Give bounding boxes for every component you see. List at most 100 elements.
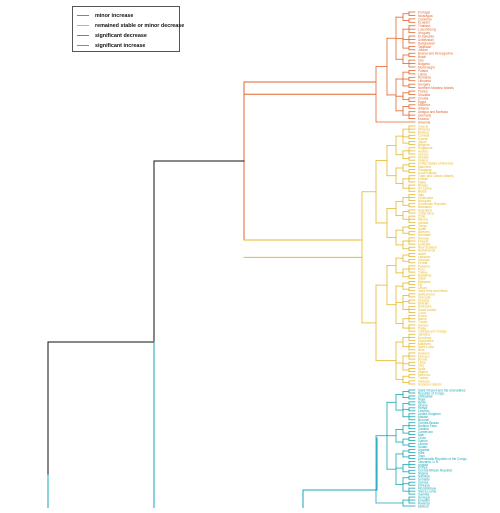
leaf-label: Lebanon [418,255,431,259]
leaf-label: Benin [418,400,426,404]
leaf-label: United Kingdom [418,412,441,416]
leaf-label: Egypt [418,100,426,104]
leaf-label: Vanuatu [418,379,430,383]
leaf-label: Venezuela [418,196,433,200]
leaf-label: Brunei [418,358,428,362]
leaf-label: Ukraine [418,155,429,159]
leaf-label: Latvia [418,72,427,76]
leaf-label: Lesotho [418,409,430,413]
leaf-label: Kenya [418,406,427,410]
leaf-label: Ghana [418,403,428,407]
legend-item-stable: remained stable or minor decrease [77,21,184,30]
leaf-label: Burundi [418,418,429,422]
leaf-label: Sri Lanka [418,187,432,191]
leaf-label: Nigeria [418,472,428,476]
leaf-label: Nauru [418,317,427,321]
leaf-label: Malaysia [418,280,431,284]
leaf-label: Saint Lucia [418,345,434,349]
leaf-label: Monaco [418,354,430,358]
leaf-label: Guinea [418,481,429,485]
leaf-label: Montenegro [418,65,435,69]
leaf-label: Tuvalu [418,320,428,324]
leaf-label: Uruguay [418,31,430,35]
leaf-label: Bhutan [418,183,428,187]
leaf-label: Israel [418,252,426,256]
leaf-label: Turks and Caicos Islands [418,174,454,178]
leaf-label: Bahrain [418,302,429,306]
legend-item-significant-decrease: significant decrease [77,31,147,40]
leaf-label: Chile [418,215,425,219]
leaf-label: Bangladesh [418,41,435,45]
leaf-label: Malta [418,180,426,184]
leaf-label: Palau [418,326,426,330]
leaf-label: Niue [418,348,425,352]
legend-label: significant increase [95,42,146,49]
leaf-label: Ethiopia [418,484,430,488]
leaf-label: Cook Islands [418,171,437,175]
leaf-label: Korea [418,314,427,318]
leaf-label: Lithuania [418,79,431,83]
leaf-label: Luxembourg [418,28,436,32]
leaf-label: Solomon Islands [418,382,442,386]
leaf-label: Panama [418,264,430,268]
leaf-label: Malawi [418,415,428,419]
leaf-label: Grenada [418,295,431,299]
leaf-label: Georgia [418,258,430,262]
legend-box: minor increase remained stable or minor … [72,6,184,52]
legend-label: remained stable or minor decrease [95,22,185,29]
leaf-label: Dominica [418,336,432,340]
leaf-label: Tunisia [418,376,428,380]
leaf-label: Somalia [418,478,430,482]
leaf-label: Switzerland [418,292,435,296]
leaf-label: Bulgaria [418,62,430,66]
leaf-label: Republic of Congo [418,391,444,395]
leaf-label: Namibia [418,475,430,479]
leaf-label: Uganda [418,448,429,452]
leaf-label: Estonia [418,117,429,121]
leaf-label: Central African Republic [418,469,453,473]
leaf-label: Cameroon [418,430,433,434]
leaf-label: Netherlands [418,249,436,253]
leaf-label: Norway [418,236,429,240]
leaf-label: Slovakia [418,93,430,97]
leaf-label: Gabon [418,439,428,443]
leaf-label: Djibouti [418,504,429,508]
leaf-label: Ecuador [418,21,431,25]
leaf-label: Angola [418,463,428,467]
leaf-label: United States of America [418,162,453,166]
leaf-label: Kuwait [418,137,428,141]
leaf-label: Democratic Republic of the Congo [418,457,467,461]
leaf-label: Zambia [418,427,429,431]
leaf-label: Mongolia [418,199,431,203]
leaf-label: Gambia [418,493,429,497]
leaf-label: Iraq [418,364,424,368]
leaf-label: Austria [418,149,428,153]
legend-label: significant decrease [95,32,147,39]
leaf-label: Romania [418,76,431,80]
leaf-label: Senegal [418,495,430,499]
leaf-label: Tanzania, U.R. [418,460,439,464]
leaf-label: Bosnia and Herzegovina [418,52,453,56]
leaf-label: Mozambique [418,487,436,491]
leaf-label: Belize [418,190,427,194]
leaf-label: Mali [418,433,424,437]
leaf-label: Uzbekistan [418,38,434,42]
leaf-label: Andorra [418,351,430,355]
leaf-label: Argentina [418,208,432,212]
legend-swatch-significant-decrease [77,35,89,36]
leaf-label: Eritrea [418,466,428,470]
leaf-label: Samoa [418,323,428,327]
leaf-label: Liberia [418,442,428,446]
leaf-label: Northern Mariana Islands [418,86,454,90]
leaf-label: Finland [418,239,429,243]
leaf-label: Oman [418,286,427,290]
leaf-label: Japan [418,140,427,144]
leaf-label: Ireland [418,159,428,163]
leaf-label: Spain [418,227,426,231]
leaf-label: Slovenia [418,120,430,124]
leaf-label: Denmark [418,233,431,237]
leaf-label: Fiji [418,283,422,287]
leaf-label: Thailand [418,24,430,28]
leaf-label: Tajikistan [418,45,431,49]
leaf-label: Rwanda [418,501,430,505]
